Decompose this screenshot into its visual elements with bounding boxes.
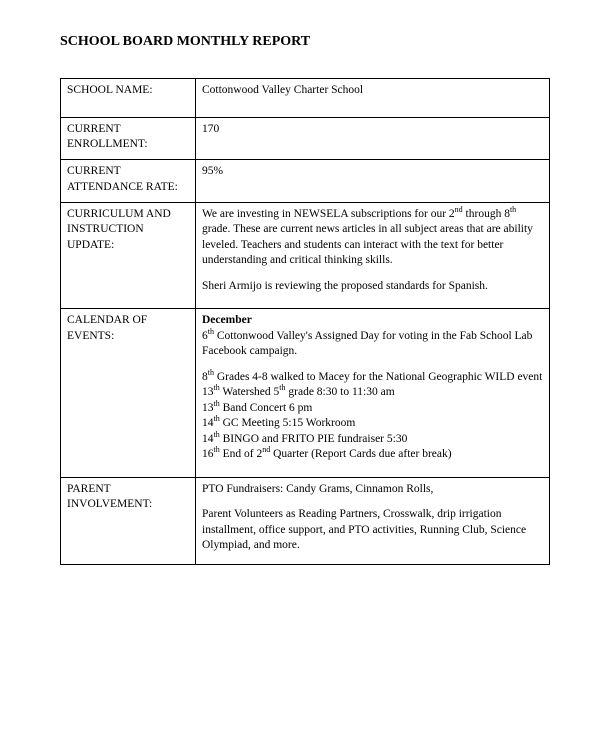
row-calendar: CALENDAR OF EVENTS: December 6th Cottonw…	[61, 309, 550, 478]
value-attendance: 95%	[196, 160, 550, 203]
row-attendance: CURRENT ATTENDANCE RATE: 95%	[61, 160, 550, 203]
calendar-evt2: 8th Grades 4-8 walked to Macey for the N…	[202, 370, 543, 386]
e4a: 13	[202, 402, 214, 414]
value-calendar: December 6th Cottonwood Valley's Assigne…	[196, 309, 550, 478]
value-curriculum: We are investing in NEWSELA subscription…	[196, 202, 550, 309]
parent-para2: Parent Volunteers as Reading Partners, C…	[202, 507, 543, 554]
label-parent: PARENT INVOLVEMENT:	[61, 477, 196, 564]
row-school-name: SCHOOL NAME: Cottonwood Valley Charter S…	[61, 79, 550, 118]
e4b: Band Concert 6 pm	[220, 402, 313, 414]
row-enrollment: CURRENT ENROLLMENT: 170	[61, 117, 550, 160]
e7c: Quarter (Report Cards due after break)	[270, 448, 451, 460]
cur-p1-b: through 8	[463, 208, 510, 220]
parent-para1: PTO Fundraisers: Candy Grams, Cinnamon R…	[202, 482, 543, 498]
label-curriculum: CURRICULUM AND INSTRUCTION UPDATE:	[61, 202, 196, 309]
cur-p1-c: grade. These are current news articles i…	[202, 223, 533, 266]
sup-th: th	[510, 205, 516, 214]
calendar-evt1: 6th Cottonwood Valley's Assigned Day for…	[202, 329, 543, 360]
label-attendance: CURRENT ATTENDANCE RATE:	[61, 160, 196, 203]
row-curriculum: CURRICULUM AND INSTRUCTION UPDATE: We ar…	[61, 202, 550, 309]
curriculum-para2: Sheri Armijo is reviewing the proposed s…	[202, 279, 543, 295]
value-parent: PTO Fundraisers: Candy Grams, Cinnamon R…	[196, 477, 550, 564]
row-parent: PARENT INVOLVEMENT: PTO Fundraisers: Can…	[61, 477, 550, 564]
label-school-name: SCHOOL NAME:	[61, 79, 196, 118]
e3a: 13	[202, 386, 214, 398]
e5b: GC Meeting 5:15 Workroom	[220, 417, 356, 429]
calendar-evt4: 13th Band Concert 6 pm	[202, 401, 543, 417]
e6b: BINGO and FRITO PIE fundraiser 5:30	[220, 433, 408, 445]
label-enrollment: CURRENT ENROLLMENT:	[61, 117, 196, 160]
calendar-evt7: 16th End of 2nd Quarter (Report Cards du…	[202, 447, 543, 463]
report-title: SCHOOL BOARD MONTHLY REPORT	[60, 34, 550, 50]
label-calendar: CALENDAR OF EVENTS:	[61, 309, 196, 478]
e7b: End of 2	[220, 448, 262, 460]
calendar-month: December	[202, 313, 543, 329]
calendar-evt3: 13th Watershed 5th grade 8:30 to 11:30 a…	[202, 385, 543, 401]
e7a: 16	[202, 448, 214, 460]
calendar-evt6: 14th BINGO and FRITO PIE fundraiser 5:30	[202, 432, 543, 448]
report-table: SCHOOL NAME: Cottonwood Valley Charter S…	[60, 78, 550, 565]
calendar-evt5: 14th GC Meeting 5:15 Workroom	[202, 416, 543, 432]
curriculum-para1: We are investing in NEWSELA subscription…	[202, 207, 543, 269]
e3c: grade 8:30 to 11:30 am	[286, 386, 395, 398]
e6a: 14	[202, 433, 214, 445]
cur-p1-a: We are investing in NEWSELA subscription…	[202, 208, 455, 220]
value-enrollment: 170	[196, 117, 550, 160]
e2b: Grades 4-8 walked to Macey for the Natio…	[214, 371, 542, 383]
value-school-name: Cottonwood Valley Charter School	[196, 79, 550, 118]
e1b: Cottonwood Valley's Assigned Day for vot…	[202, 330, 532, 358]
e5a: 14	[202, 417, 214, 429]
document-page: SCHOOL BOARD MONTHLY REPORT SCHOOL NAME:…	[0, 0, 600, 585]
e3b: Watershed 5	[220, 386, 280, 398]
sup-nd: nd	[455, 205, 463, 214]
